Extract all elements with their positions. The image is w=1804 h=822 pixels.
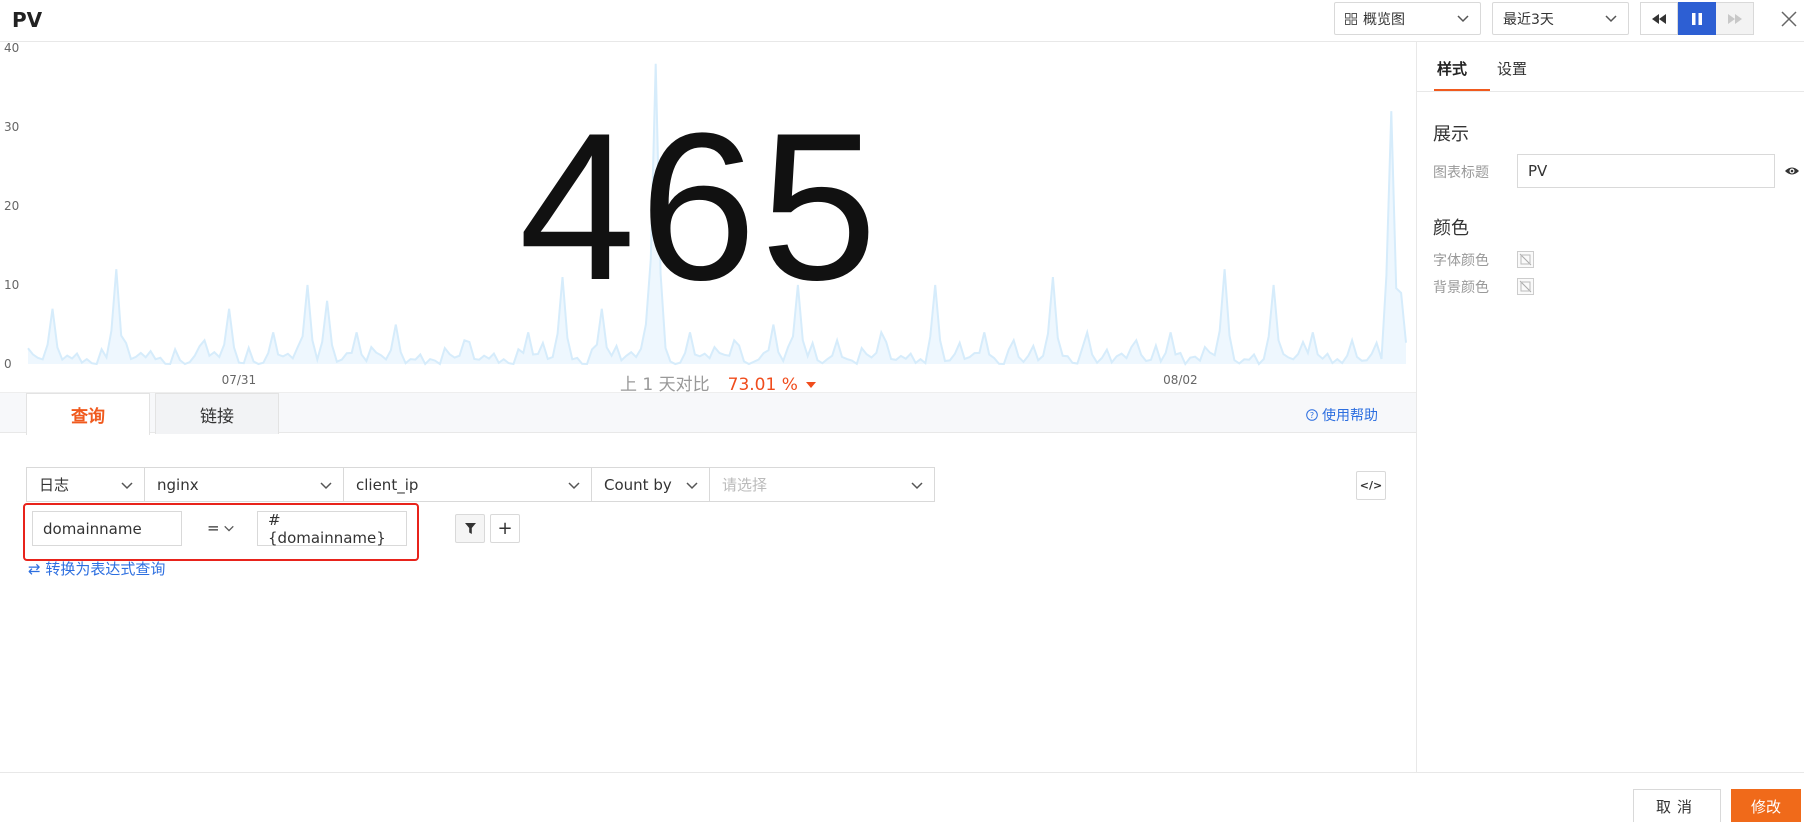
help-link[interactable]: ? 使用帮助	[1306, 405, 1378, 425]
convert-to-expression-link[interactable]: ⇄ 转换为表达式查询	[28, 560, 166, 578]
tab-settings[interactable]: 设置	[1497, 60, 1528, 78]
view-type-select[interactable]: 概览图	[1334, 2, 1481, 35]
close-icon[interactable]	[1780, 10, 1798, 28]
playback-controls	[1640, 2, 1754, 35]
chart-area: 0 10 20 30 40 07/31 08/02 465 上 1 天对比 73.01 %	[0, 42, 1416, 395]
stat-value: 465	[518, 89, 882, 324]
y-tick-label: 30	[4, 120, 19, 134]
active-tab-indicator	[1434, 89, 1490, 91]
filter-operator-value: =	[207, 519, 220, 537]
compare-label: 上 1 天对比	[620, 375, 710, 395]
rewind-button[interactable]	[1640, 2, 1678, 35]
aggregation-value: Count by	[604, 475, 672, 494]
y-tick-label: 20	[4, 199, 19, 213]
group-by-select[interactable]: 请选择	[710, 468, 934, 501]
filter-field-input[interactable]: domainname	[32, 511, 182, 546]
pv-sparkline-chart: 0 10 20 30 40 07/31 08/02	[4, 42, 1407, 387]
compare-summary: 上 1 天对比 73.01 %	[620, 370, 816, 395]
filter-value-input[interactable]: #{domainname}	[257, 511, 407, 547]
chevron-down-icon	[686, 482, 698, 490]
font-color-swatch[interactable]	[1517, 251, 1534, 268]
settings-panel: 样式 设置 展示 图表标题 PV 颜色 字体颜色 背景颜色	[1416, 42, 1804, 772]
bg-color-swatch[interactable]	[1517, 278, 1534, 295]
eye-icon[interactable]	[1784, 164, 1800, 178]
funnel-icon	[464, 523, 476, 534]
x-tick-label: 07/31	[222, 373, 257, 387]
page-title: PV	[12, 8, 43, 32]
footer: 取消 修改	[0, 772, 1804, 822]
cancel-button[interactable]: 取消	[1633, 789, 1721, 822]
field-value: client_ip	[356, 475, 419, 494]
tab-style[interactable]: 样式	[1437, 60, 1468, 78]
filter-highlight-box	[23, 503, 419, 561]
index-value: nginx	[157, 475, 199, 494]
code-view-button[interactable]: </>	[1356, 471, 1386, 500]
bg-color-label: 背景颜色	[1433, 280, 1489, 296]
filter-button[interactable]	[455, 514, 485, 543]
display-section-title: 展示	[1433, 124, 1469, 145]
panel-tabs: 样式 设置	[1417, 42, 1804, 92]
compare-value: 73.01 %	[727, 375, 798, 395]
svg-text:?: ?	[1310, 411, 1314, 420]
pause-icon	[1691, 12, 1702, 25]
color-section-title: 颜色	[1433, 218, 1469, 239]
source-select[interactable]: 日志	[27, 468, 145, 501]
pause-button[interactable]	[1678, 2, 1716, 35]
header: PV 概览图 最近3天	[0, 0, 1804, 42]
chevron-down-icon	[121, 482, 133, 490]
tab-query[interactable]: 查询	[26, 393, 150, 435]
y-tick-label: 10	[4, 278, 19, 292]
chevron-down-icon	[223, 525, 234, 532]
rewind-icon	[1652, 13, 1666, 24]
series-line	[27, 63, 1407, 366]
font-color-label: 字体颜色	[1433, 253, 1489, 269]
chevron-down-icon	[320, 482, 332, 490]
chevron-down-icon	[1457, 15, 1469, 23]
grid-icon	[1345, 12, 1357, 25]
chevron-down-icon	[1605, 15, 1617, 23]
trend-down-icon	[805, 382, 816, 388]
tab-link[interactable]: 链接	[155, 393, 279, 434]
fast-forward-button[interactable]	[1716, 2, 1754, 35]
group-by-placeholder: 请选择	[722, 476, 768, 494]
y-tick-label: 40	[4, 42, 19, 55]
x-tick-label: 08/02	[1163, 373, 1198, 387]
filter-operator-select[interactable]: =	[207, 519, 235, 537]
fast-forward-icon	[1727, 13, 1742, 24]
help-link-label: 使用帮助	[1322, 408, 1378, 424]
chart-title-input[interactable]: PV	[1517, 154, 1775, 188]
help-icon: ?	[1306, 409, 1318, 421]
empty-color-icon	[1519, 253, 1532, 266]
add-filter-button[interactable]: +	[490, 514, 520, 543]
query-tabs-bar: 查询 链接 ? 使用帮助	[0, 392, 1416, 435]
time-range-value: 最近3天	[1503, 11, 1554, 28]
index-select[interactable]: nginx	[145, 468, 344, 501]
source-value: 日志	[39, 476, 70, 494]
aggregation-select[interactable]: Count by	[592, 468, 710, 501]
submit-button[interactable]: 修改	[1731, 789, 1801, 822]
field-select[interactable]: client_ip	[344, 468, 592, 501]
chevron-down-icon	[911, 482, 923, 490]
chart-title-label: 图表标题	[1433, 165, 1489, 181]
y-tick-label: 0	[4, 357, 12, 371]
time-range-select[interactable]: 最近3天	[1492, 2, 1629, 35]
chevron-down-icon	[568, 482, 580, 490]
query-builder-row: 日志 nginx client_ip Count by 请选择	[26, 467, 935, 502]
view-type-value: 概览图	[1363, 11, 1405, 28]
empty-color-icon	[1519, 280, 1532, 293]
